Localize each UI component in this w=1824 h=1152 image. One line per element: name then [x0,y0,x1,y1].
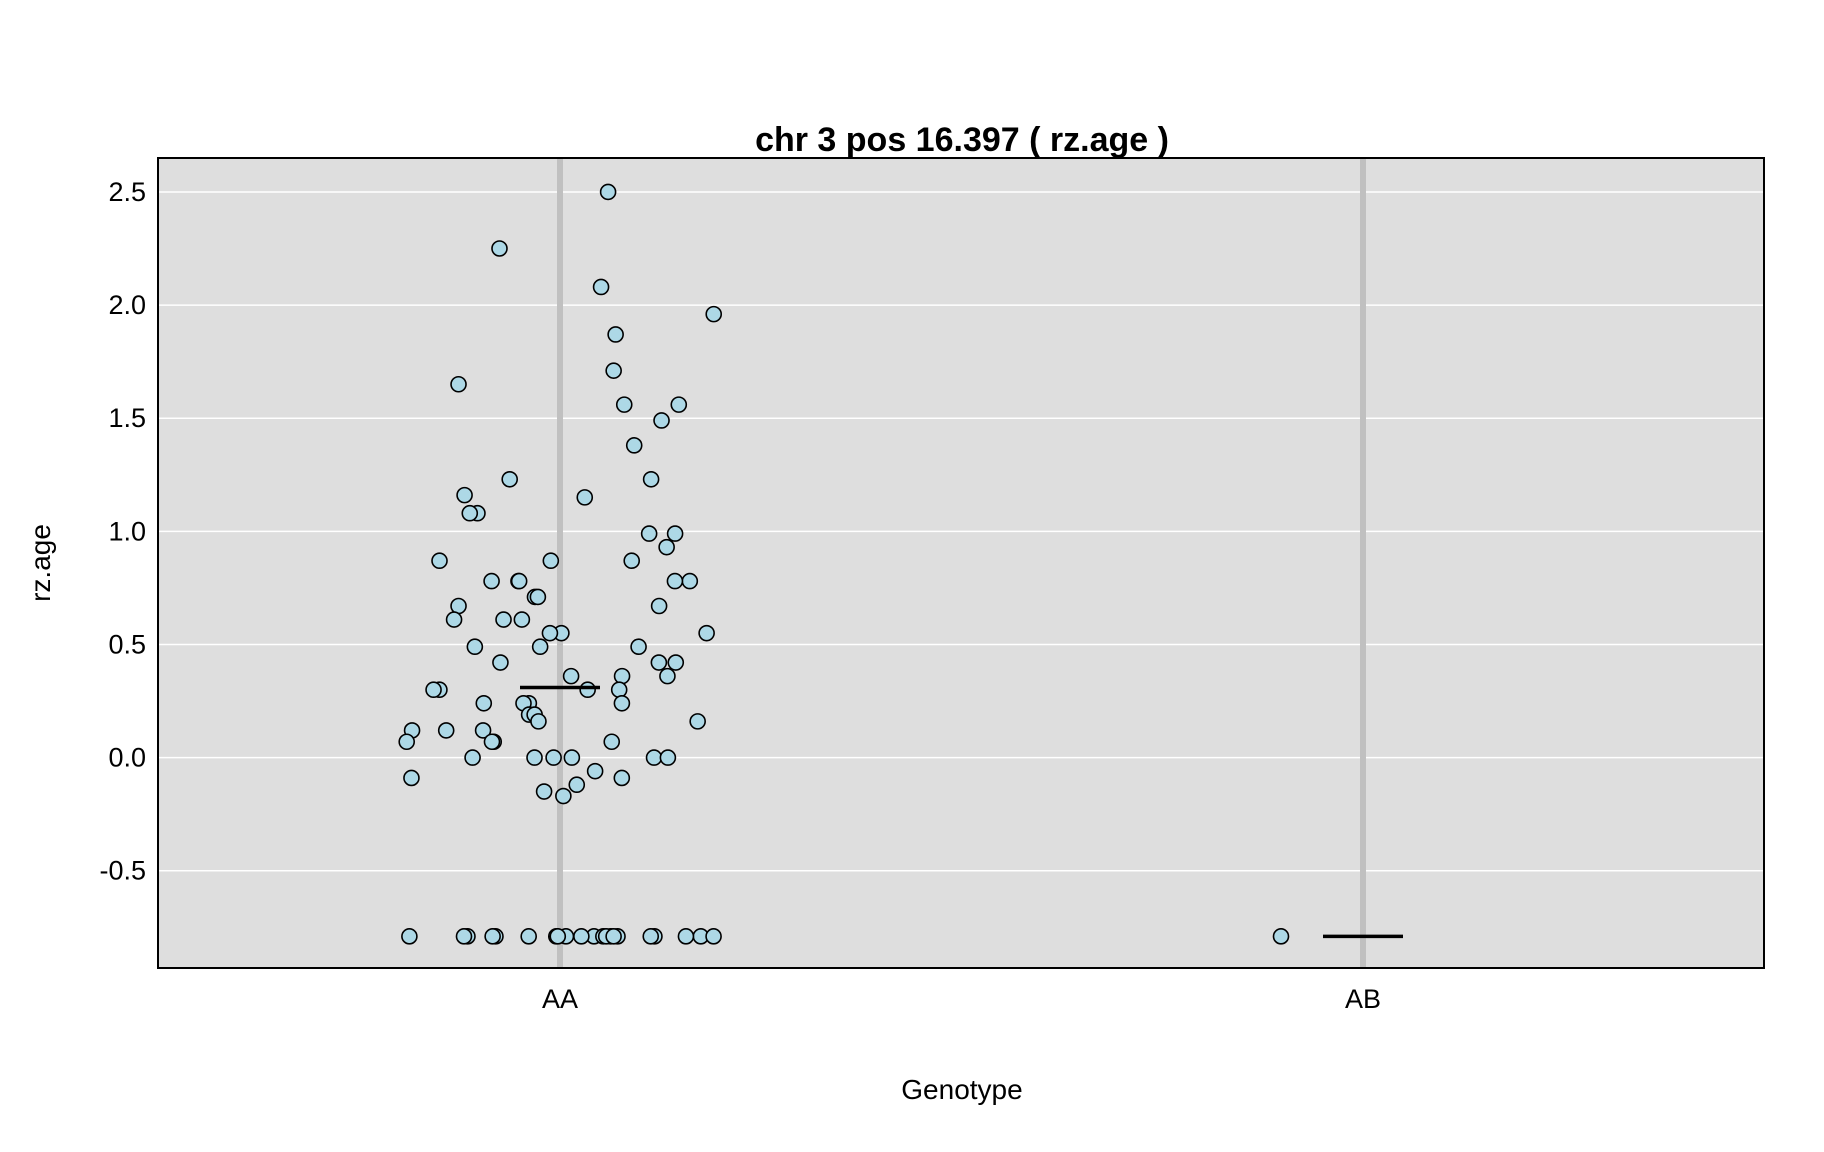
data-point [474,722,492,739]
data-point [535,783,553,800]
data-point [456,486,473,504]
data-point [607,326,624,343]
data-point [526,749,543,766]
data-point [520,928,537,945]
y-tick-label: 1.5 [108,403,146,433]
data-points [398,183,1290,945]
data-point [403,769,420,787]
y-tick-label: 0.0 [108,743,146,773]
data-point [642,928,660,945]
data-point [466,638,484,656]
data-point [484,928,501,945]
data-point [529,588,547,606]
data-point [492,654,509,671]
data-point [445,611,463,628]
data-point [475,694,493,712]
data-point [491,240,508,257]
data-point [610,681,628,699]
data-point [501,470,518,488]
data-point [650,597,668,615]
data-point [579,681,596,699]
data-point [640,525,658,542]
plot-panel [158,158,1764,968]
data-point [613,769,631,787]
data-point [586,762,604,780]
data-point [677,928,695,945]
data-point [642,470,660,488]
data-point [599,183,617,201]
x-tick-label: AB [1345,984,1381,1014]
x-tick-labels: AA AB [542,984,1381,1014]
plot-border [157,157,1765,969]
y-tick-label: 2.5 [108,177,146,207]
data-point [705,928,722,945]
data-point [653,412,670,429]
data-point [605,362,622,379]
x-axis-label: Genotype [901,1074,1022,1105]
y-tick-labels: 2.5 2.0 1.5 1.0 0.5 0.0 -0.5 [99,177,146,886]
data-point [464,749,481,766]
category-lines [557,158,1366,968]
data-point [615,396,633,413]
data-point [625,437,643,454]
data-point [431,552,448,570]
data-point [425,681,442,699]
data-point [545,749,562,766]
gridlines [158,191,1764,872]
data-point [659,749,677,766]
y-axis-label: rz.age [25,524,56,602]
data-point [1272,928,1290,945]
data-point [658,538,675,556]
data-point [398,733,416,751]
y-tick-label: 0.5 [108,629,146,659]
y-tick-label: 1.0 [108,516,146,546]
data-point [576,489,594,506]
data-point [650,654,668,671]
data-point [437,722,455,739]
chart-title: chr 3 pos 16.397 ( rz.age ) [755,121,1169,159]
data-point [510,572,528,590]
y-tick-label: -0.5 [99,856,146,886]
data-point [450,375,467,393]
data-point [613,667,631,685]
data-point [689,713,706,730]
data-point [542,552,560,570]
data-point [698,624,715,642]
data-point [630,638,647,656]
data-point [670,396,688,413]
data-point [667,654,685,671]
data-point [645,749,663,766]
data-point [592,278,610,296]
data-point [605,928,622,945]
data-point [666,525,684,542]
data-point [555,787,572,805]
data-point [705,305,723,323]
data-point [483,733,501,751]
data-point [531,638,549,656]
y-tick-label: 2.0 [108,290,146,320]
data-point [623,552,641,570]
data-point [603,733,621,751]
data-point [562,667,580,685]
data-point [659,667,676,685]
data-point [568,776,586,794]
data-point [513,611,531,628]
mean-lines [520,685,1403,939]
data-point [666,572,684,590]
data-point [541,624,559,642]
x-tick-label: AA [542,984,578,1014]
data-point [483,572,500,590]
data-point [613,694,631,712]
data-point [455,928,473,945]
data-point [573,928,590,945]
data-point [530,713,547,730]
data-point [461,504,479,522]
data-point [401,928,418,945]
data-point [681,572,699,590]
data-point [495,611,512,628]
data-point [563,749,581,766]
data-point [549,928,567,945]
data-point [450,597,467,615]
